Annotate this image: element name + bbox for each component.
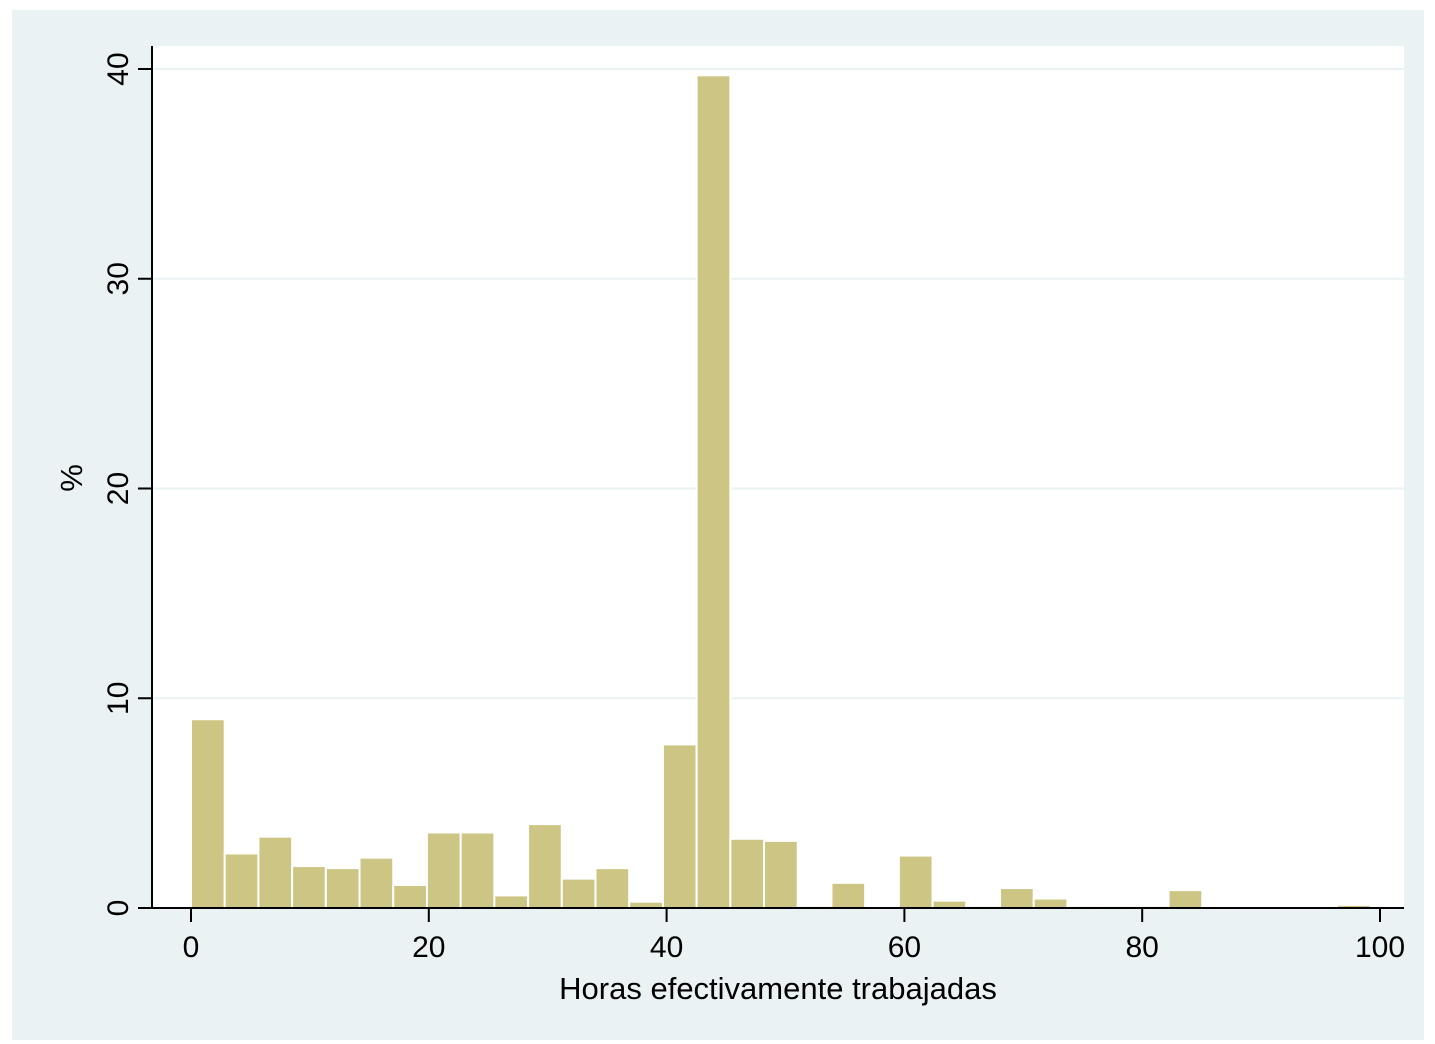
x-tick-label-100: 100	[1355, 931, 1405, 964]
histogram-bar-0	[190, 718, 226, 909]
y-tick-label-40: 40	[102, 52, 135, 85]
x-ticks: 0 20 40 60 80 100	[183, 908, 1405, 964]
histogram-bar-15	[695, 74, 732, 910]
x-tick-label-20: 20	[412, 931, 445, 964]
histogram-bar-25	[1032, 897, 1069, 910]
histogram-bar-4	[324, 867, 361, 910]
x-tick-label-0: 0	[183, 931, 200, 964]
histogram-bar-1	[223, 852, 260, 910]
y-axis-title: %	[54, 464, 89, 492]
y-tick-label-20: 20	[102, 472, 135, 505]
histogram-bar-11	[560, 877, 597, 910]
histogram-bar-5	[358, 856, 395, 909]
histogram-bar-3	[291, 865, 327, 909]
histogram-bar-12	[594, 867, 631, 910]
histogram-bar-2	[257, 835, 294, 909]
histogram-bar-19	[830, 881, 867, 910]
plot-area	[152, 46, 1404, 908]
histogram-bar-6	[392, 883, 428, 909]
histogram-bar-10	[527, 823, 563, 909]
bars	[190, 74, 1372, 910]
gridlines	[152, 68, 1404, 700]
histogram-bar-9	[493, 894, 530, 909]
x-tick-label-40: 40	[650, 931, 683, 964]
x-tick-label-80: 80	[1126, 931, 1159, 964]
histogram-bar-7	[425, 831, 462, 909]
y-tick-label-0: 0	[102, 900, 135, 917]
histogram-bar-22	[931, 899, 968, 910]
histogram-bar-29	[1167, 889, 1204, 910]
histogram-bar-17	[763, 839, 799, 910]
histogram-bar-21	[897, 854, 934, 909]
histogram-bar-16	[729, 837, 766, 909]
histogram-bar-24	[998, 887, 1035, 909]
x-axis-title: Horas efectivamente trabajadas	[559, 971, 997, 1006]
histogram-bar-8	[459, 831, 496, 909]
x-tick-label-60: 60	[888, 931, 921, 964]
histogram-bar-14	[661, 743, 698, 910]
y-tick-label-30: 30	[102, 262, 135, 295]
axes	[151, 46, 1404, 909]
y-ticks: 0 10 20 30 40	[102, 52, 152, 916]
y-tick-label-10: 10	[102, 682, 135, 715]
